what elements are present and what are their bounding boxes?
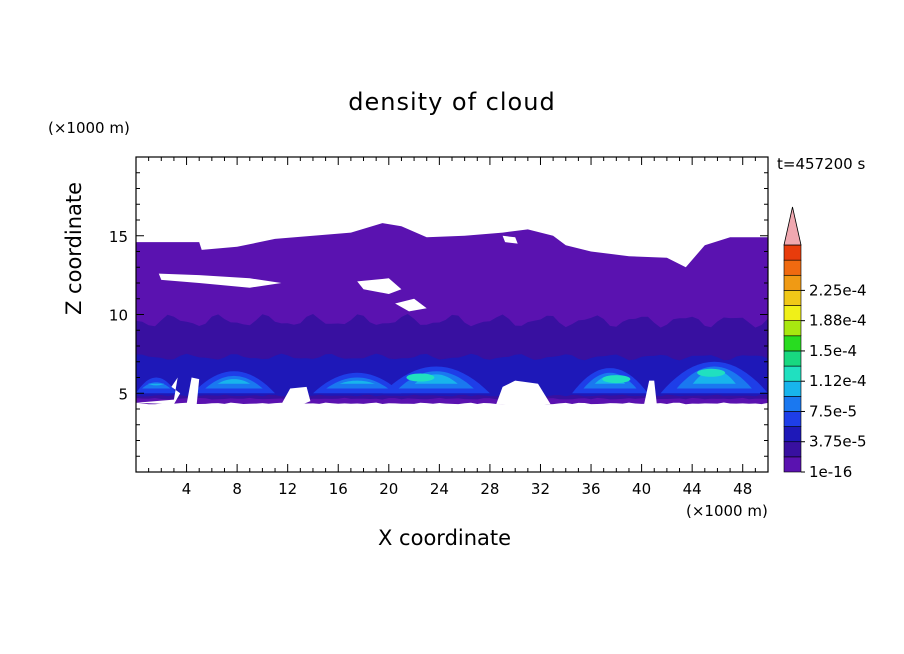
cloud-cell-peak	[339, 380, 375, 384]
cloud-gaps	[136, 235, 657, 405]
colorbar-band	[783, 396, 802, 412]
colorbar-label: 3.75e-5	[809, 433, 867, 451]
x-tick-label: 8	[232, 480, 242, 498]
y-tick-label: 15	[109, 228, 128, 246]
cloud-peak	[697, 368, 726, 377]
y-axis-unit: (×1000 m)	[48, 119, 130, 137]
colorbar-label: 1.5e-4	[809, 342, 857, 360]
cloud-gap	[281, 386, 311, 405]
x-tick-label: 28	[480, 480, 499, 498]
cloud-peak	[406, 373, 435, 382]
colorbar-extend-arrow	[783, 206, 802, 246]
cloud-gap	[502, 235, 518, 244]
x-axis-label: X coordinate	[378, 526, 512, 550]
colorbar-band	[783, 350, 802, 367]
x-tick-label: 44	[683, 480, 702, 498]
x-tick-label: 36	[581, 480, 600, 498]
chart-title: density of cloud	[348, 88, 556, 116]
cloud-gap	[186, 377, 200, 405]
colorbar-band	[783, 441, 802, 458]
x-tick-label: 32	[531, 480, 550, 498]
colorbar-band	[783, 244, 802, 261]
colorbar-band	[783, 365, 802, 382]
cloud-cell-peak	[692, 369, 736, 384]
colorbar: 1e-16 3.75e-5 7.5e-5 1.12e-4 1.5e-4 1.88e-4 2.…	[783, 206, 867, 481]
x-ticks: 4 8 12 16 20 24 28 32 36 40 44 48	[148, 157, 756, 498]
x-tick-label: 20	[379, 480, 398, 498]
colorbar-label: 2.25e-4	[809, 281, 867, 299]
x-tick-label: 4	[182, 480, 192, 498]
y-ticks: 5 10 15	[109, 172, 768, 457]
colorbar-label: 1e-16	[809, 463, 852, 481]
cloud-cell-peak	[148, 383, 165, 386]
x-tick-label: 24	[430, 480, 449, 498]
cloud-field	[136, 223, 768, 405]
colorbar-band	[783, 380, 802, 397]
cloud-gap	[357, 278, 402, 294]
colorbar-band	[783, 274, 802, 291]
y-tick-label: 10	[109, 307, 128, 325]
colorbar-band	[783, 411, 802, 427]
colorbar-band	[783, 320, 802, 337]
cloud-cell-peak	[217, 379, 251, 384]
x-tick-label: 40	[632, 480, 651, 498]
cloud-gap	[395, 298, 427, 312]
time-label: t=457200 s	[777, 155, 866, 173]
colorbar-band	[783, 335, 802, 352]
cloud-gap	[496, 380, 551, 405]
cloud-gap	[158, 273, 282, 288]
colorbar-band	[783, 259, 802, 276]
colorbar-band	[783, 305, 802, 321]
colorbar-label: 7.5e-5	[809, 402, 857, 420]
colorbar-band	[783, 290, 802, 306]
cloud-gap	[644, 380, 657, 405]
colorbar-band	[783, 426, 802, 443]
x-tick-label: 48	[733, 480, 752, 498]
colorbar-label: 1.12e-4	[809, 372, 867, 390]
cloud-peak	[602, 375, 631, 384]
x-tick-label: 16	[329, 480, 348, 498]
colorbar-band	[783, 456, 802, 473]
x-tick-label: 12	[278, 480, 297, 498]
x-axis-unit: (×1000 m)	[686, 502, 768, 520]
colorbar-label: 1.88e-4	[809, 312, 867, 330]
y-tick-label: 5	[118, 385, 128, 403]
